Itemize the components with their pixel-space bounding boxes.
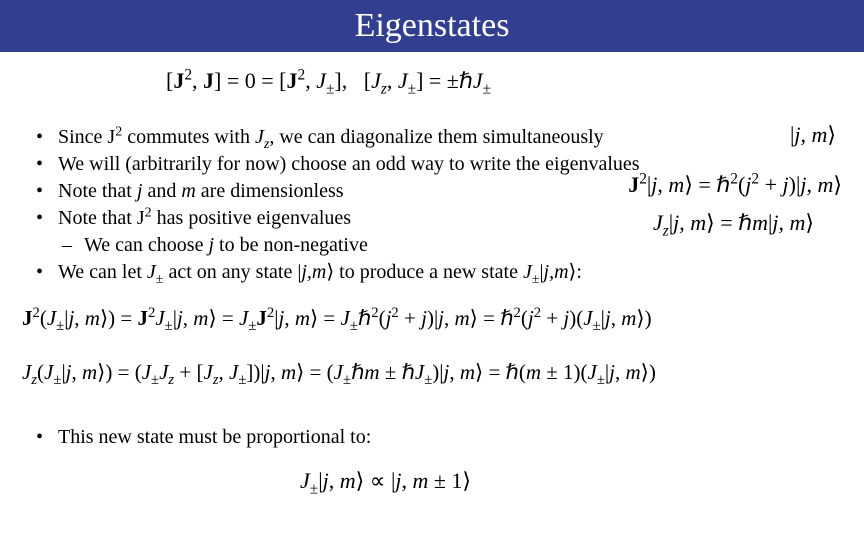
title-bar: Eigenstates <box>0 0 864 52</box>
equation-j2-ladder: J2(J±|j, m⟩) = J2J±|j, m⟩ = J±J2|j, m⟩ =… <box>22 306 850 331</box>
bullet-4: Note that J2 has positive eigenvalues <box>32 205 640 232</box>
equation-j2-eigenvalue: J2|j, m⟩ = ℏ2(j2 + j)|j, m⟩ <box>628 172 842 198</box>
bullet-3: Note that j and m are dimensionless <box>32 178 640 205</box>
sub-bullet: We can choose j to be non-negative <box>32 232 640 259</box>
bullet-1: Since J2 commutes with Jz, we can diagon… <box>32 124 640 151</box>
equation-jz-ladder: Jz(J±|j, m⟩) = (J±Jz + [Jz, J±])|j, m⟩ =… <box>22 360 850 385</box>
bullet-5: We can let J± act on any state |j,m⟩ to … <box>32 259 640 286</box>
equation-ket: |j, m⟩ <box>790 122 836 148</box>
bullet-list-final: This new state must be proportional to: <box>32 426 371 449</box>
bullet-2: We will (arbitrarily for now) choose an … <box>32 151 640 178</box>
bullet-final: This new state must be proportional to: <box>32 426 371 449</box>
equation-proportional: J±|j, m⟩ ∝ |j, m ± 1⟩ <box>300 468 471 494</box>
slide-title: Eigenstates <box>355 7 510 45</box>
bullet-list-main: Since J2 commutes with Jz, we can diagon… <box>32 124 640 286</box>
equation-commutators: [J2, J] = 0 = [J2, J±], [Jz, J±] = ±ℏJ± <box>166 68 491 94</box>
equation-jz-eigenvalue: Jz|j, m⟩ = ℏm|j, m⟩ <box>653 210 814 236</box>
